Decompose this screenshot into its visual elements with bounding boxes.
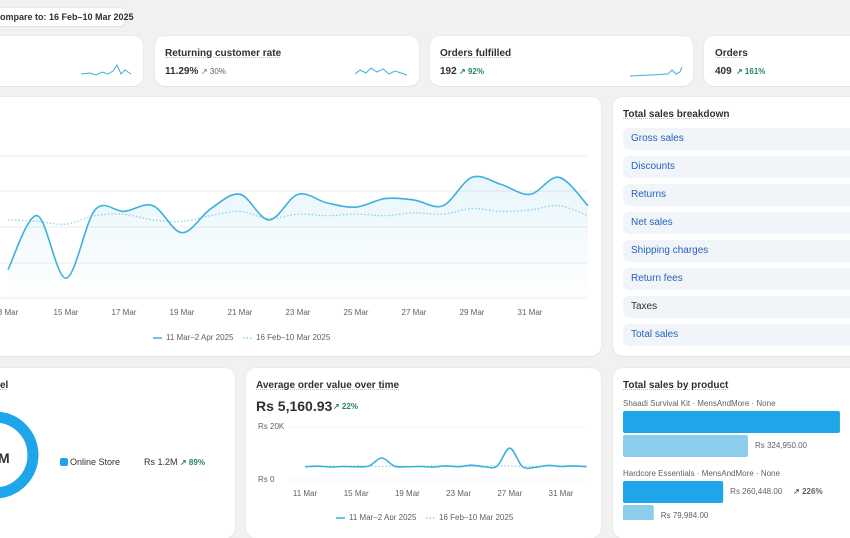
channel-legend: Online Store (70, 457, 121, 467)
channel-change: ↗ 89% (180, 458, 205, 467)
metric-value: 409 (715, 66, 732, 77)
breakdown-row[interactable]: Shipping charges (623, 240, 850, 262)
products-card: Total sales by product (613, 368, 850, 538)
metric-change: ↗ 161% (736, 67, 766, 76)
legend-swatch (60, 458, 68, 466)
metric-change: ↗ 92% (459, 67, 484, 76)
channel-value: Rs 1.2M (144, 457, 178, 467)
metric-card[interactable]: Returning customer rate 11.29% ↗ 30% (155, 36, 419, 86)
metric-card[interactable] (0, 36, 143, 86)
channel-title: el (0, 380, 9, 391)
breakdown-row[interactable]: Returns (623, 184, 850, 206)
metric-label: Orders fulfilled (440, 48, 512, 59)
aov-value: Rs 5,160.93 (256, 398, 333, 414)
breakdown-title: Total sales breakdown (623, 109, 730, 120)
sales-chart-card (0, 97, 601, 356)
metric-value: 11.29% (165, 66, 199, 77)
metric-label: Orders (715, 48, 748, 59)
breakdown-row[interactable]: Return fees (623, 268, 850, 290)
metric-label: Returning customer rate (165, 48, 282, 59)
metric-card[interactable]: Orders 409 ↗ 161% (704, 36, 850, 86)
page: ompare to: 16 Feb–10 Mar 2025 Returning … (0, 8, 850, 538)
channel-card: el M Online Store Rs 1.2M ↗ 89% (0, 368, 235, 538)
channel-center: M (0, 450, 10, 466)
breakdown-row[interactable]: Total sales (623, 324, 850, 346)
aov-change: ↗ 22% (333, 402, 358, 411)
metric-card[interactable]: Orders fulfilled 192 ↗ 92% (430, 36, 693, 86)
aov-card: Average order value over time Rs 5,160.9… (246, 368, 601, 538)
breakdown-row[interactable]: Net sales (623, 212, 850, 234)
metric-change: ↗ 30% (201, 67, 226, 76)
metric-value: 192 (440, 66, 457, 77)
breakdown-row[interactable]: Discounts (623, 156, 850, 178)
breakdown-row[interactable]: Taxes (623, 296, 850, 318)
products-title: Total sales by product (623, 380, 729, 391)
breakdown-card: Total sales breakdown Gross sales Discoun… (613, 97, 850, 356)
breakdown-row[interactable]: Gross sales (623, 128, 850, 150)
compare-button[interactable]: ompare to: 16 Feb–10 Mar 2025 (0, 8, 134, 26)
compare-label: ompare to: 16 Feb–10 Mar 2025 (0, 12, 134, 22)
aov-title: Average order value over time (256, 380, 400, 391)
